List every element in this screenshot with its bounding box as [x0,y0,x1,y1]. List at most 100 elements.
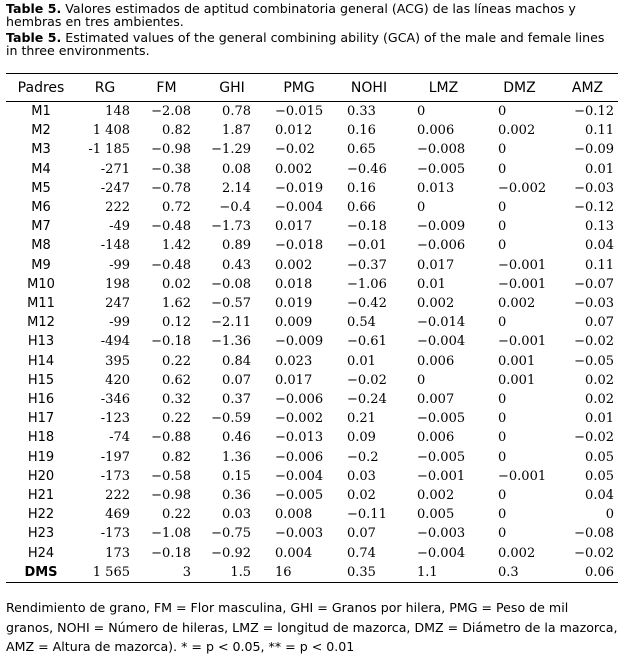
value-cell-pmg: −0.018 [275,238,324,254]
value-cell-fm: 0.82 [162,449,191,465]
value-cell-rg: 395 [105,353,130,369]
value-cell-nohi: −0.02 [347,372,387,388]
value-cell-dmz: 0 [498,104,507,119]
value-cell-fm: 0.72 [162,200,191,216]
value-cell-ghi: 0.84 [222,353,251,369]
value-cell-pmg: 0.002 [275,161,313,177]
value-cell-nohi: 0.16 [347,123,376,139]
value-cell-amz: −0.02 [574,430,614,446]
table-row: H24 173 −0.18 −0.92 0.004 0.74 −0.004 0.002 −0.0… [6,544,618,563]
caption-english: Table 5. Estimated values of the general… [6,31,618,58]
value-cell-nohi: 0.21 [347,411,376,427]
value-cell-ghi: 1.87 [222,123,251,139]
table-row: M8 -148 1.42 0.89 −0.018 −0.01 −0.006 0 0.04 [6,236,618,255]
value-cell-lmz: −0.005 [417,449,466,465]
value-cell-fm: −0.48 [151,257,191,273]
table-row: H23 -173 −1.08 −0.75 −0.003 0.07 −0.003 0 −0.08 [6,524,618,543]
value-cell-amz: 0.11 [585,257,614,273]
value-cell-nohi: 0.09 [347,430,376,446]
table-row: M3 -1 185 −0.98 −1.29 −0.02 0.65 −0.008 0 −0.09 [6,140,618,159]
value-cell-ghi: 0.36 [222,488,251,504]
value-cell-fm: 0.22 [162,353,191,369]
value-cell-ghi: −0.75 [211,526,251,542]
row-label-cell: DMS [24,564,58,580]
value-cell-pmg: −0.002 [275,411,324,427]
value-cell-dmz: −0.001 [498,276,547,292]
column-header-fm: FM [156,79,177,96]
value-cell-fm: 0.02 [162,276,191,292]
row-label-cell: M12 [27,315,55,331]
value-cell-amz: −0.05 [574,353,614,369]
value-cell-dmz: 0.002 [498,545,536,561]
column-header-pmg: PMG [283,79,315,96]
value-cell-fm: −0.18 [151,334,191,350]
value-cell-nohi: 0.16 [347,180,376,196]
table-row: H21 222 −0.98 0.36 −0.005 0.02 0.002 0 0.04 [6,486,618,505]
value-cell-nohi: 0.74 [347,545,376,561]
table-row: M12 -99 0.12 −2.11 0.009 0.54 −0.014 0 0.07 [6,313,618,332]
value-cell-nohi: 0.02 [347,488,376,504]
value-cell-nohi: 0.66 [347,200,376,216]
value-cell-fm: −0.98 [151,142,191,158]
table-row: M10 198 0.02 −0.08 0.018 −1.06 0.01 −0.001 −0.07 [6,275,618,294]
value-cell-nohi: −0.18 [347,219,387,235]
value-cell-fm: −0.58 [151,468,191,484]
row-label-cell: H15 [27,372,55,388]
value-cell-rg: -49 [109,219,130,235]
value-cell-lmz: 0 [417,200,426,216]
value-cell-nohi: −0.2 [347,449,379,465]
value-cell-pmg: 0.017 [275,219,313,235]
value-cell-lmz: −0.001 [417,468,466,484]
value-cell-ghi: 0.15 [222,468,251,484]
table-row: H22 469 0.22 0.03 0.008 −0.11 0.005 0 0 [6,505,618,524]
row-label-cell: M1 [31,104,51,119]
value-cell-lmz: 0.007 [417,392,455,408]
table-row: M7 -49 −0.48 −1.73 0.017 −0.18 −0.009 0 0.13 [6,217,618,236]
value-cell-fm: −0.78 [151,180,191,196]
value-cell-rg: -74 [109,430,130,446]
row-label-cell: M4 [31,161,51,177]
column-header-amz: AMZ [571,79,604,96]
table-row: H18 -74 −0.88 0.46 −0.013 0.09 0.006 0 −0.02 [6,428,618,447]
value-cell-rg: 222 [105,488,130,504]
value-cell-fm: 0.62 [162,372,191,388]
table-row: H13 -494 −0.18 −1.36 −0.009 −0.61 −0.004 −0.001… [6,332,618,351]
value-cell-lmz: 1.1 [417,564,438,580]
value-cell-pmg: −0.009 [275,334,324,350]
value-cell-pmg: −0.015 [275,104,324,119]
value-cell-amz: −0.03 [574,296,614,312]
value-cell-lmz: 0.002 [417,296,455,312]
value-cell-dmz: 0.3 [498,564,519,580]
value-cell-amz: 0.05 [585,468,614,484]
value-cell-lmz: 0.006 [417,123,455,139]
table-row: DMS 1 565 3 1.5 16 0.35 1.1 0.3 0.06 [6,563,618,583]
value-cell-amz: 0.06 [585,564,614,580]
value-cell-fm: 0.12 [162,315,191,331]
value-cell-lmz: −0.005 [417,411,466,427]
value-cell-fm: −0.18 [151,545,191,561]
value-cell-rg: -197 [100,449,130,465]
table-header-row: Padres RG FM GHI PMG NOHI LMZ DMZ AMZ [6,73,618,102]
value-cell-ghi: −1.73 [211,219,251,235]
column-header-lmz: LMZ [428,79,459,96]
value-cell-nohi: −0.01 [347,238,387,254]
value-cell-fm: 1.42 [162,238,191,254]
value-cell-amz: −0.08 [574,526,614,542]
value-cell-nohi: 0.03 [347,468,376,484]
table-body: M1 148 −2.08 0.78 −0.015 0.33 0 0 −0.12 M2 1 408 0.… [6,102,618,583]
value-cell-fm: 1.62 [162,296,191,312]
value-cell-fm: 3 [182,564,191,580]
value-cell-lmz: 0.017 [417,257,455,273]
value-cell-ghi: 1.36 [222,449,251,465]
value-cell-dmz: 0 [498,238,507,254]
value-cell-amz: 0.01 [585,161,614,177]
value-cell-amz: 0.04 [585,488,614,504]
value-cell-dmz: 0 [498,411,507,427]
row-label-cell: M8 [31,238,51,254]
value-cell-dmz: 0 [498,526,507,542]
value-cell-fm: 0.22 [162,411,191,427]
row-label-cell: M5 [31,180,51,196]
value-cell-ghi: −0.59 [211,411,251,427]
value-cell-nohi: 0.33 [347,104,376,119]
column-header-rg: RG [94,79,116,96]
